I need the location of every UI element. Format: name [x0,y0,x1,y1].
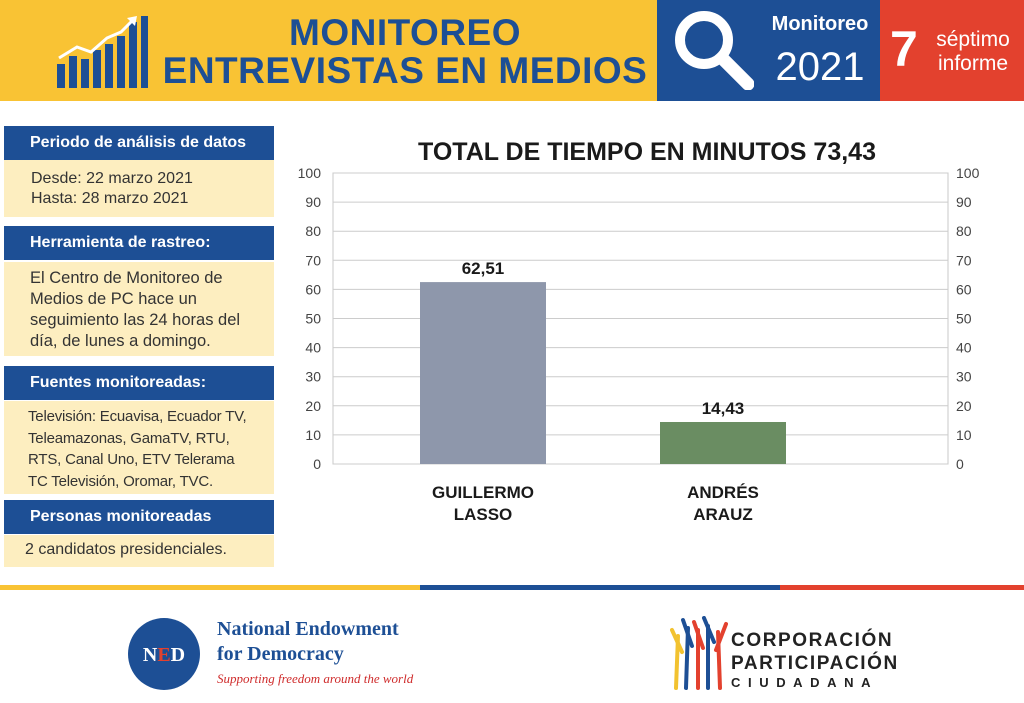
y-tick-label-left: 0 [313,456,321,472]
category-label: GUILLERMO [432,483,534,502]
tool-line: día, de lunes a domingo. [30,332,211,350]
sources-line: TC Televisión, Oromar, TVC. [28,472,213,490]
period-to: Hasta: 28 marzo 2021 [31,190,189,207]
category-label: ANDRÉS [687,483,759,502]
y-tick-label-right: 40 [956,340,972,356]
ned-name-line-1: National Endowment [217,618,399,640]
report-word-ordinal: séptimo [936,28,1010,51]
stripe-blue [420,585,780,590]
period-body: Desde: 22 marzo 2021 Hasta: 28 marzo 202… [4,160,274,217]
svg-text:NED: NED [143,644,185,666]
chart-axis-labels: 0 0 10 10 20 20 30 30 40 40 50 50 60 60 70 70 80 80 90 90 10… [298,165,980,472]
y-tick-label-left: 60 [305,281,321,297]
monitor-year: 2021 [775,45,865,89]
tool-line: El Centro de Monitoreo de [30,269,223,287]
cpc-line-1: CORPORACIÓN [731,630,894,651]
chart-bars [420,282,786,464]
stripe-yellow [0,585,420,590]
bar-chart: TOTAL DE TIEMPO EN MINUTOS 73,43 0 0 10 10 2… [298,138,980,524]
chart-title: TOTAL DE TIEMPO EN MINUTOS 73,43 [418,138,876,166]
sources-heading: Fuentes monitoreadas: [4,366,274,400]
ned-name: National Endowment for Democracy [217,617,399,667]
tool-line: seguimiento las 24 horas del [30,311,241,329]
title-line-2: ENTREVISTAS EN MEDIOS [162,50,648,91]
y-tick-label-right: 100 [956,165,980,181]
period-heading: Periodo de análisis de datos [4,126,274,160]
people-text: 2 candidatos presidenciales. [25,541,227,558]
cpc-line-2: PARTICIPACIÓN [731,653,899,674]
y-tick-label-right: 50 [956,311,972,327]
report-number: 7 [890,21,918,77]
tool-body: El Centro de Monitoreo de Medios de PC h… [4,262,274,356]
sources-line: Televisión: Ecuavisa, Ecuador TV, [28,408,247,425]
cpc-line-3: CIUDADANA [731,675,879,690]
tool-heading: Herramienta de rastreo: [4,226,274,260]
y-tick-label-right: 20 [956,398,972,414]
category-label: LASSO [454,505,513,524]
y-tick-label-left: 10 [305,427,321,443]
bar [420,282,546,464]
y-tick-label-right: 10 [956,427,972,443]
y-tick-label-right: 70 [956,252,972,268]
header-banner: MONITOREO ENTREVISTAS EN MEDIOS Monitore… [0,0,1024,101]
participation-figures-logo [670,616,728,690]
y-tick-label-left: 80 [305,223,321,239]
sources-line: RTS, Canal Uno, ETV Telerama [28,451,235,468]
ned-name-line-2: for Democracy [217,643,344,665]
bar-value-label: 62,51 [462,259,505,278]
ned-tagline: Supporting freedom around the world [217,671,414,686]
y-tick-label-right: 0 [956,456,964,472]
y-tick-label-left: 50 [305,311,321,327]
title-line-1: MONITOREO [289,12,521,53]
ned-logo: NED [128,618,200,690]
tool-line: Medios de PC hace un [30,290,197,308]
period-from: Desde: 22 marzo 2021 [31,170,193,187]
y-tick-label-left: 20 [305,398,321,414]
sources-body: Televisión: Ecuavisa, Ecuador TV, Teleam… [4,401,274,494]
category-label: ARAUZ [693,505,753,524]
y-tick-label-left: 100 [298,165,322,181]
header-red-panel [880,0,1024,101]
report-label: séptimo informe [925,28,1021,76]
y-tick-label-left: 30 [305,369,321,385]
magnifier-icon [675,11,754,90]
report-word-informe: informe [937,52,1009,75]
y-tick-label-right: 80 [956,223,972,239]
stripe-red [780,585,1024,590]
bar-value-label: 14,43 [702,399,745,418]
page-title: MONITOREO ENTREVISTAS EN MEDIOS [160,14,650,90]
chart-data-labels: 62,51 14,43 [462,259,745,418]
y-tick-label-right: 30 [956,369,972,385]
y-tick-label-right: 90 [956,194,972,210]
sources-line: Teleamazonas, GamaTV, RTU, [28,429,230,447]
growth-chart-icon [57,16,148,88]
cpc-name: CORPORACIÓN PARTICIPACIÓN CIUDADANA [731,629,899,691]
y-tick-label-right: 60 [956,281,972,297]
y-tick-label-left: 40 [305,340,321,356]
y-tick-label-left: 90 [305,194,321,210]
chart-category-labels: GUILLERMO LASSO ANDRÉS ARAUZ [432,483,759,524]
people-body: 2 candidatos presidenciales. [4,535,274,567]
bar [660,422,786,464]
monitor-label: Monitoreo [771,13,869,35]
y-tick-label-left: 70 [305,252,321,268]
people-heading: Personas monitoreadas [4,500,274,534]
